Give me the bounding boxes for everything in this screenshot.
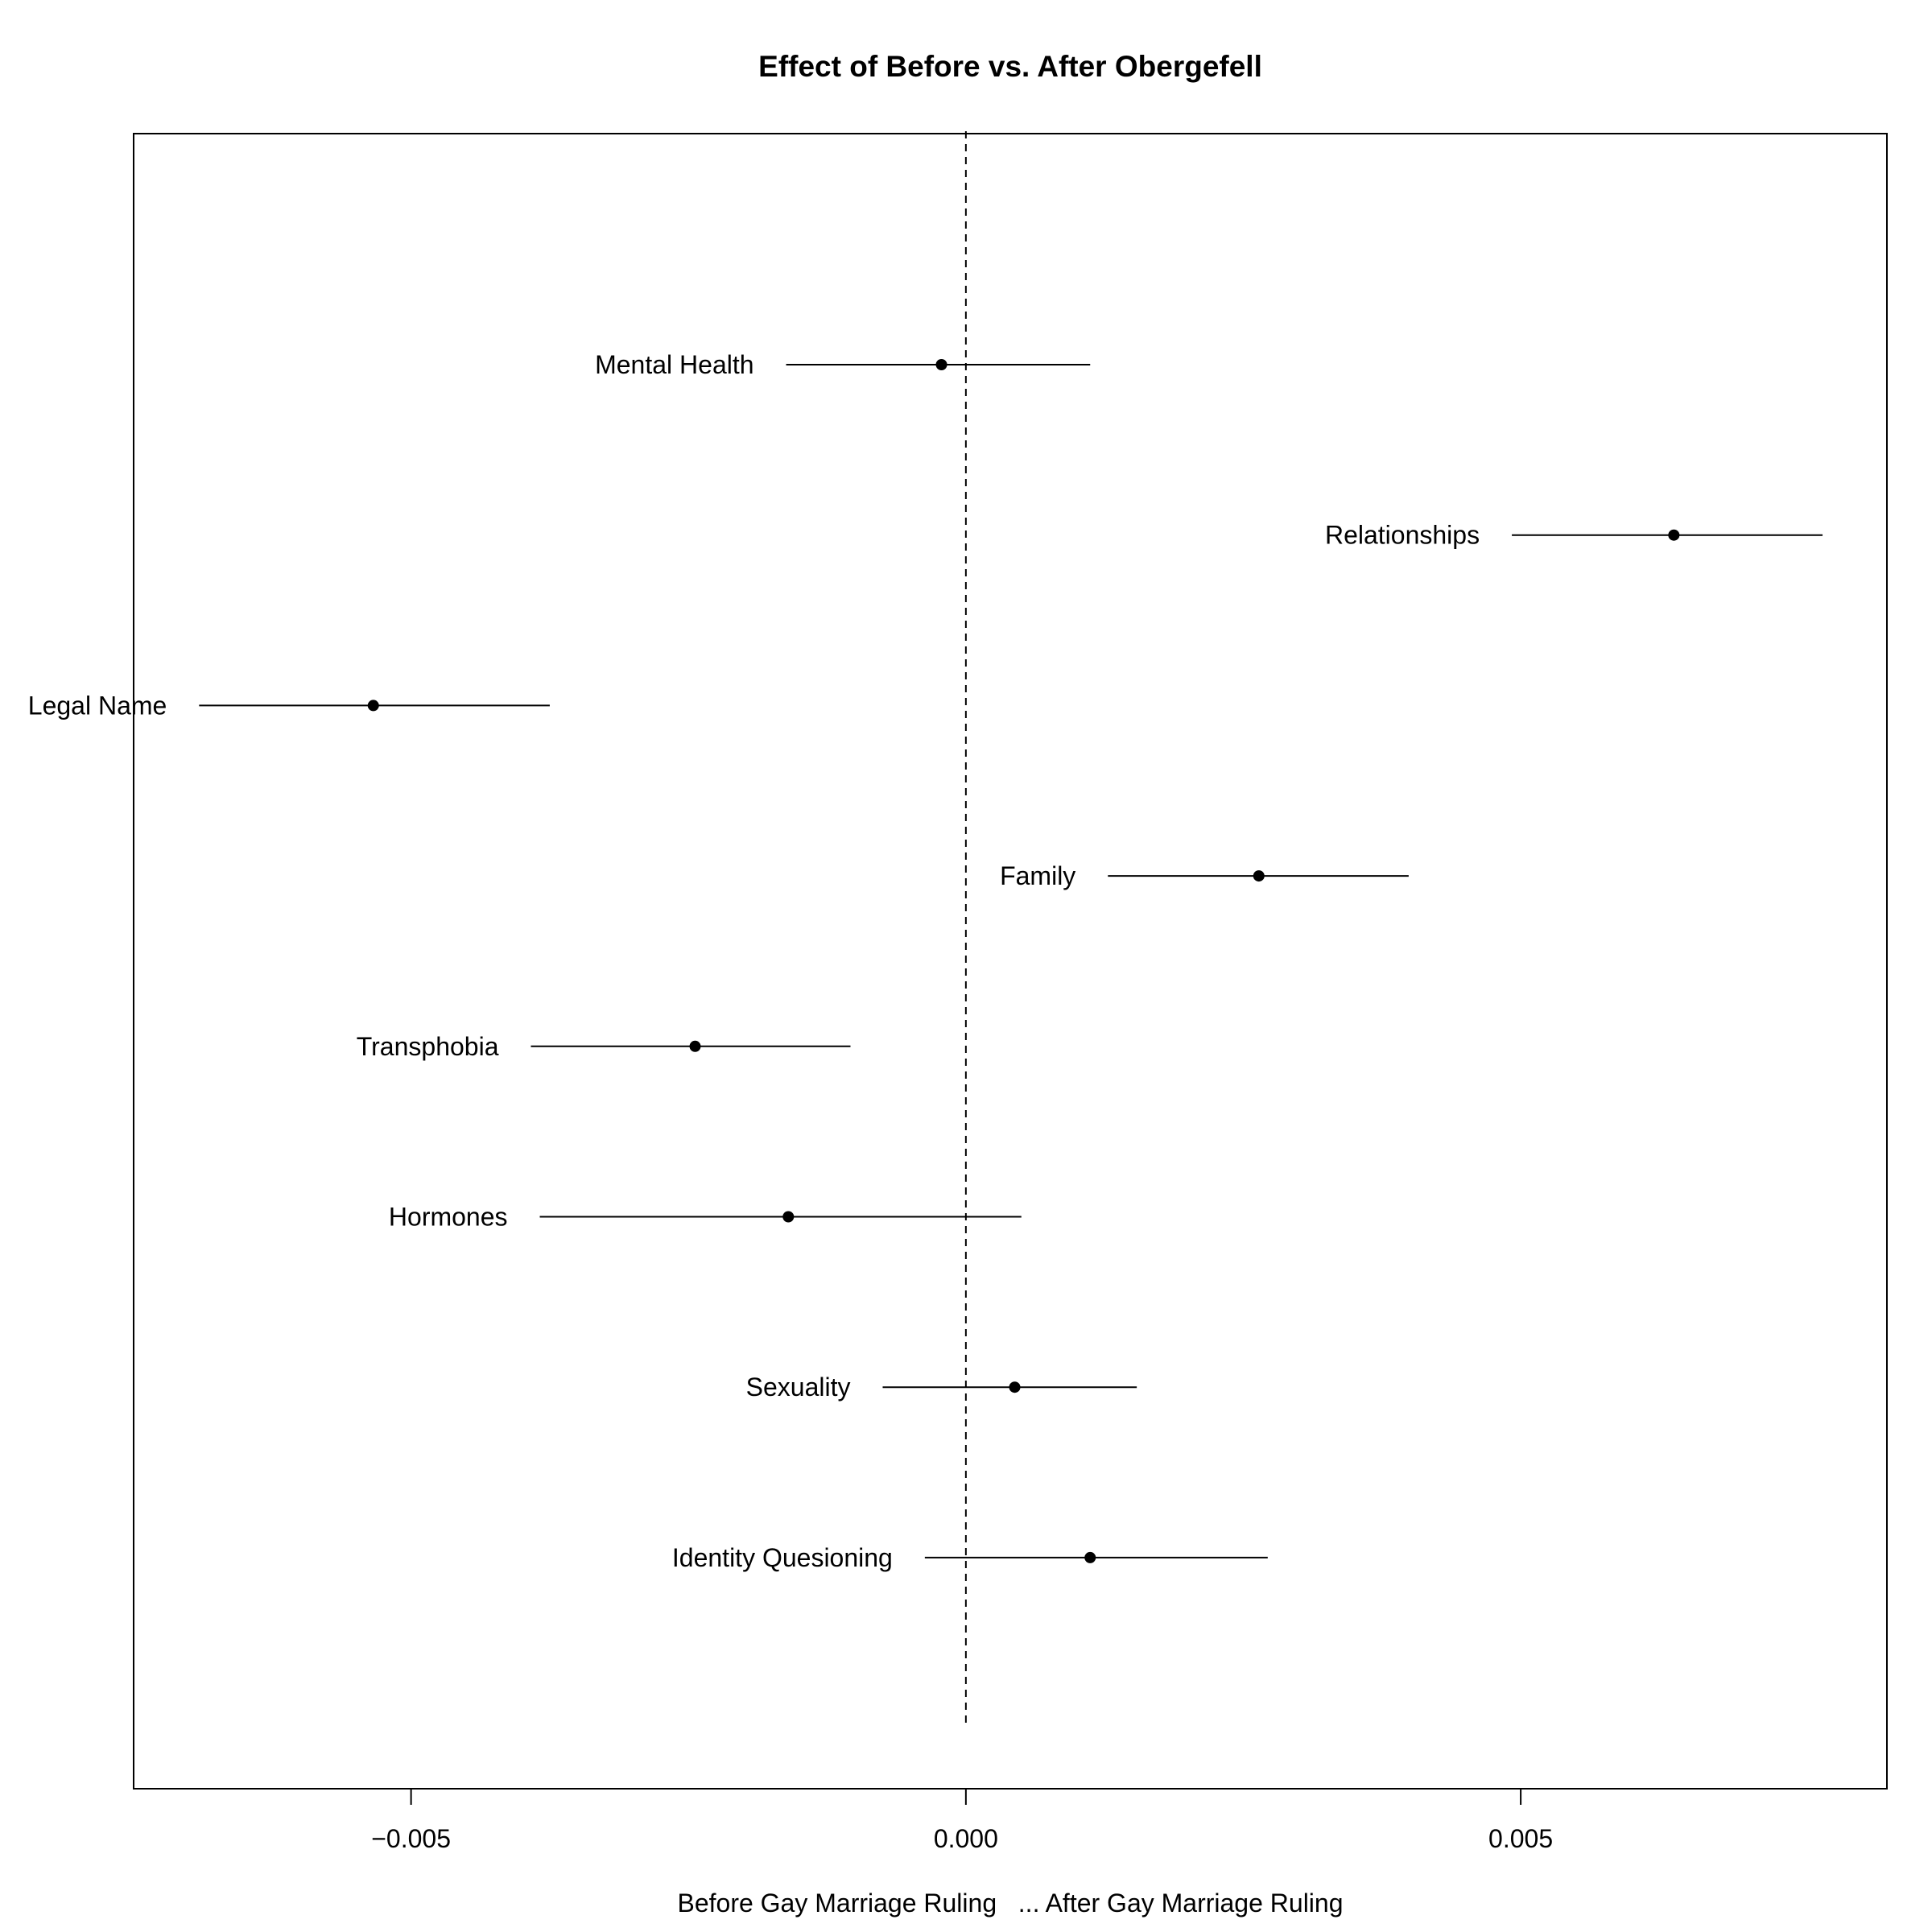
row-label: Family	[1000, 861, 1075, 890]
estimate-row: Relationships	[1325, 521, 1823, 550]
row-label: Sexuality	[746, 1373, 851, 1402]
chart-title: Effect of Before vs. After Obergefell	[758, 50, 1262, 83]
x-axis: −0.005 0.000 0.005	[371, 1789, 1553, 1853]
plot-frame	[133, 133, 1888, 1790]
row-label: Hormones	[389, 1203, 508, 1232]
point-estimate	[935, 359, 947, 370]
point-estimate	[1009, 1381, 1021, 1393]
row-label: Transphobia	[357, 1032, 499, 1061]
point-estimate	[1668, 529, 1680, 541]
estimate-row: Identity Quesioning	[672, 1543, 1268, 1572]
estimate-row: Sexuality	[746, 1373, 1137, 1402]
estimate-row: Transphobia	[357, 1032, 851, 1061]
estimate-rows: Mental Health Relationships Legal Name Fami…	[28, 350, 1823, 1572]
estimate-row: Family	[1000, 861, 1409, 890]
x-tick-label: 0.000	[934, 1824, 998, 1853]
point-estimate	[782, 1211, 795, 1223]
point-estimate	[1084, 1551, 1096, 1563]
point-estimate	[1253, 870, 1265, 882]
point-estimate	[367, 700, 379, 712]
row-label: Mental Health	[595, 350, 753, 379]
estimate-row: Mental Health	[595, 350, 1091, 379]
row-label: Identity Quesioning	[672, 1543, 893, 1572]
row-label: Relationships	[1325, 521, 1480, 550]
point-estimate	[689, 1040, 701, 1052]
estimate-row: Hormones	[389, 1203, 1022, 1232]
x-axis-label: Before Gay Marriage Ruling ... After Gay…	[677, 1889, 1343, 1918]
x-tick-label: 0.005	[1488, 1824, 1553, 1853]
estimate-row: Legal Name	[28, 691, 550, 720]
x-tick-label: −0.005	[371, 1824, 451, 1853]
row-label: Legal Name	[28, 691, 167, 720]
